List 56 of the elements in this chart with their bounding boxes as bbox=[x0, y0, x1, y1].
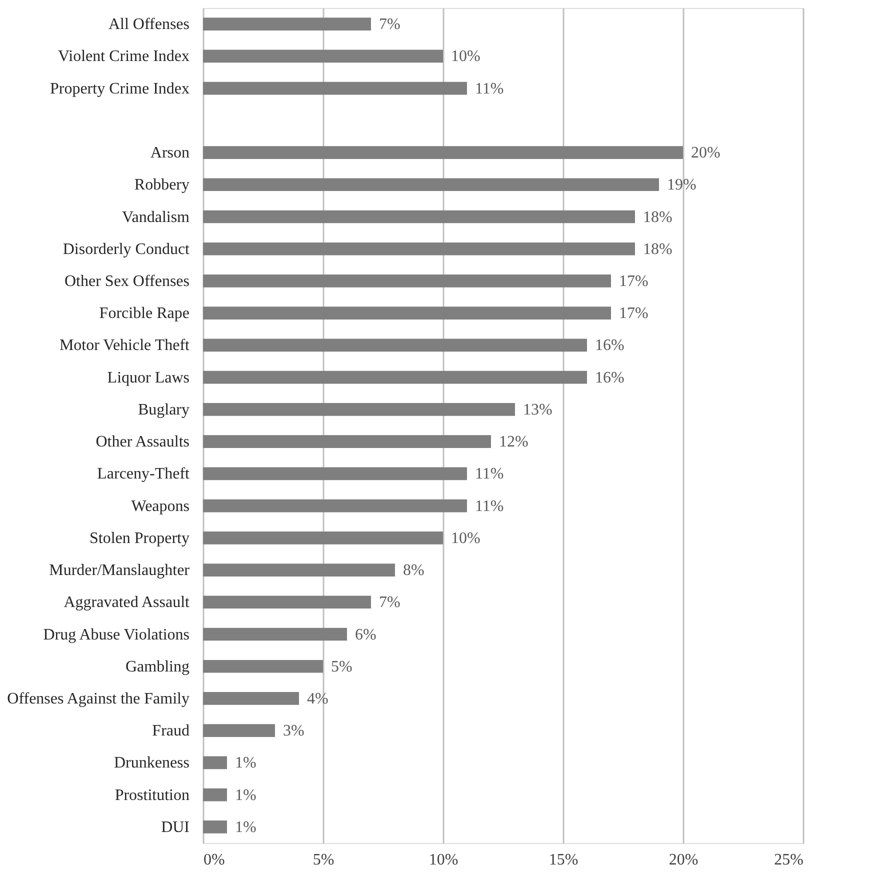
data-label: 1% bbox=[235, 754, 256, 772]
y-tick-label: Drunkeness bbox=[114, 754, 190, 772]
y-tick-label: Disorderly Conduct bbox=[62, 240, 190, 258]
y-tick-label: Property Crime Index bbox=[50, 80, 190, 98]
data-label: 17% bbox=[619, 305, 648, 322]
data-label: 1% bbox=[235, 786, 256, 804]
x-tick-label: 10% bbox=[428, 852, 458, 868]
data-label: 13% bbox=[523, 401, 552, 418]
data-label: 5% bbox=[331, 658, 352, 676]
data-label: 11% bbox=[475, 80, 504, 98]
x-tick-label: 20% bbox=[668, 852, 698, 868]
y-tick-label: Larceny-Theft bbox=[97, 466, 190, 483]
data-label: 12% bbox=[499, 434, 528, 451]
y-tick-label: Stolen Property bbox=[90, 530, 190, 547]
data-label: 11% bbox=[475, 466, 504, 483]
y-tick-label: Motor Vehicle Theft bbox=[59, 337, 190, 354]
data-label: 17% bbox=[619, 272, 648, 290]
y-tick-label: Other Assaults bbox=[96, 434, 190, 451]
x-tick-label: 5% bbox=[312, 852, 334, 868]
data-label: 16% bbox=[595, 369, 624, 386]
data-label: 4% bbox=[307, 690, 328, 708]
data-label: 7% bbox=[379, 16, 400, 34]
y-tick-label: Arson bbox=[150, 144, 190, 162]
data-label: 18% bbox=[643, 208, 672, 226]
y-tick-label: Fraud bbox=[152, 722, 190, 740]
y-tick-label: Weapons bbox=[131, 498, 190, 515]
data-label: 10% bbox=[451, 530, 480, 547]
y-tick-label: Other Sex Offenses bbox=[64, 272, 190, 290]
y-tick-label: All Offenses bbox=[108, 16, 190, 34]
y-tick-label: DUI bbox=[161, 818, 190, 836]
data-label: 11% bbox=[475, 498, 504, 515]
y-tick-label: Liquor Laws bbox=[107, 369, 190, 386]
y-tick-label: Robbery bbox=[134, 176, 190, 194]
y-tick-label: Drug Abuse Violations bbox=[43, 626, 190, 644]
y-tick-label: Prostitution bbox=[114, 786, 190, 804]
data-label: 3% bbox=[283, 722, 304, 740]
y-tick-label: Offenses Against the Family bbox=[7, 690, 190, 708]
x-tick-label: 25% bbox=[774, 852, 804, 868]
y-tick-label: Aggravated Assault bbox=[64, 594, 190, 612]
y-tick-label: Vandalism bbox=[122, 208, 190, 226]
data-label: 8% bbox=[403, 562, 424, 580]
y-tick-label: Murder/Manslaughter bbox=[49, 562, 190, 580]
y-tick-label: Gambling bbox=[126, 658, 190, 676]
y-tick-label: Violent Crime Index bbox=[58, 48, 190, 66]
y-tick-label: Buglary bbox=[138, 401, 190, 418]
y-tick-label: Forcible Rape bbox=[99, 305, 190, 322]
data-label: 19% bbox=[667, 176, 696, 194]
x-tick-label: 0% bbox=[204, 852, 225, 868]
x-tick-label: 15% bbox=[548, 852, 578, 868]
data-label: 6% bbox=[355, 626, 376, 644]
data-label: 18% bbox=[643, 240, 672, 258]
data-label: 10% bbox=[451, 48, 480, 66]
data-label: 1% bbox=[235, 818, 256, 836]
data-label: 16% bbox=[595, 337, 624, 354]
data-label: 7% bbox=[379, 594, 400, 612]
data-label: 20% bbox=[691, 144, 720, 162]
